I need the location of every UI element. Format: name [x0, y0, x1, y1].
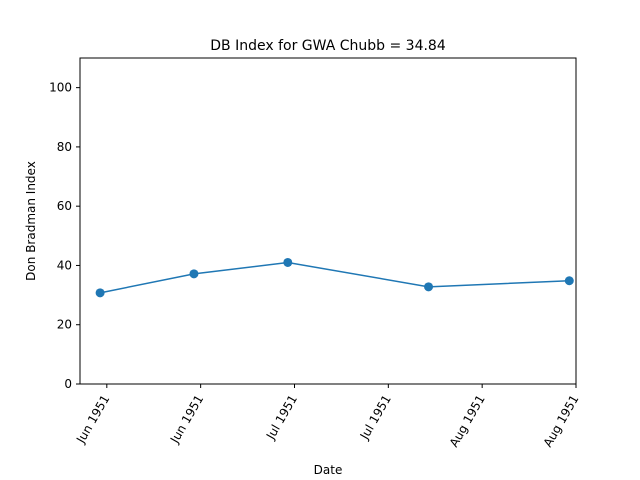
- x-tick-label: Jun 1951: [73, 393, 112, 447]
- plot-frame: [79, 57, 577, 385]
- y-tick-label: 0: [64, 377, 72, 391]
- y-axis-label: Don Bradman Index: [24, 161, 38, 281]
- data-point: [95, 288, 105, 298]
- x-tick-label: Aug 1951: [541, 393, 582, 450]
- data-point: [424, 282, 434, 292]
- plot-area: 0 20 40 60 80 100 Jun 1951 Jun 1951 Jul 1951 Jul …: [49, 57, 582, 450]
- x-tick-label: Jul 1951: [263, 393, 300, 443]
- y-tick-label: 100: [49, 81, 72, 95]
- x-tick-label: Jun 1951: [167, 393, 206, 447]
- y-tick-label: 40: [57, 258, 72, 272]
- y-tick-label: 20: [57, 318, 72, 332]
- y-tick-label: 80: [57, 140, 72, 154]
- data-point: [283, 257, 293, 267]
- x-tick-label: Jul 1951: [357, 393, 394, 443]
- x-tick-label: Aug 1951: [447, 393, 488, 450]
- x-axis-label: Date: [314, 463, 343, 477]
- chart-title: DB Index for GWA Chubb = 34.84: [210, 38, 446, 54]
- y-tick-label: 60: [57, 199, 72, 213]
- series-line: [99, 261, 570, 294]
- data-point: [564, 276, 574, 286]
- data-point: [189, 269, 199, 279]
